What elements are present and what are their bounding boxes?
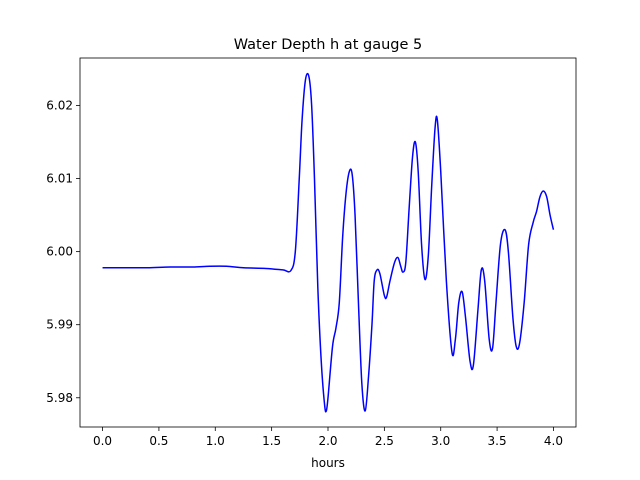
x-tick-label: 1.5	[262, 434, 281, 448]
x-tick-label: 2.5	[375, 434, 394, 448]
x-axis-label: hours	[311, 456, 345, 470]
y-tick-label: 5.98	[46, 391, 73, 405]
x-tick-label: 1.0	[206, 434, 225, 448]
y-tick-label: 6.01	[46, 172, 73, 186]
y-tick-label: 6.00	[46, 245, 73, 259]
x-tick-label: 0.0	[93, 434, 112, 448]
plot-area	[79, 57, 577, 428]
x-tick-label: 3.5	[488, 434, 507, 448]
y-tick-label: 5.99	[46, 318, 73, 332]
x-tick-label: 0.5	[149, 434, 168, 448]
x-tick-label: 3.0	[431, 434, 450, 448]
y-axis: 5.98 5.99 6.00 6.01 6.02	[46, 98, 80, 405]
x-tick-label: 2.0	[318, 434, 337, 448]
y-tick-label: 6.02	[46, 98, 73, 112]
series-line-0	[102, 72, 555, 413]
plot-frame	[79, 57, 577, 428]
chart-title: Water Depth h at gauge 5	[234, 37, 422, 53]
x-axis: 0.0 0.5 1.0 1.5 2.0 2.5 3.0 3.5 4.0	[93, 427, 563, 448]
x-tick-label: 4.0	[544, 434, 563, 448]
